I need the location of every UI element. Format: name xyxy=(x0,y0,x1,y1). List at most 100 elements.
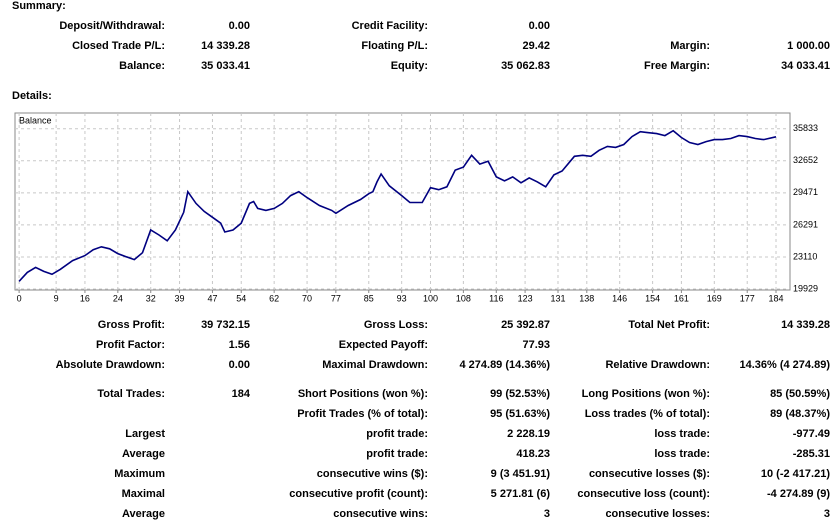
x-tick-label: 54 xyxy=(236,293,246,303)
label: Credit Facility: xyxy=(352,20,428,32)
x-tick-label: 138 xyxy=(579,293,594,303)
value: 29.42 xyxy=(522,40,550,52)
label: loss trade: xyxy=(654,428,710,440)
value: 14 339.28 xyxy=(201,40,250,52)
value: 77.93 xyxy=(522,339,550,351)
y-tick-label: 35833 xyxy=(793,123,818,133)
label: Maximal Drawdown: xyxy=(322,359,428,371)
x-tick-label: 47 xyxy=(207,293,217,303)
label: consecutive profit (count): xyxy=(289,488,428,500)
label: profit trade: xyxy=(366,448,428,460)
x-tick-label: 93 xyxy=(397,293,407,303)
label: Short Positions (won %): xyxy=(298,388,428,400)
value: -4 274.89 (9) xyxy=(767,488,830,500)
plot-frame xyxy=(14,112,791,291)
label: Relative Drawdown: xyxy=(605,359,710,371)
value: 85 (50.59%) xyxy=(770,388,830,400)
label: Average xyxy=(122,508,165,520)
summary-title: Summary: xyxy=(12,0,66,12)
value: 10 (-2 417.21) xyxy=(761,468,830,480)
y-tick-label: 29471 xyxy=(793,187,818,197)
label: consecutive losses ($): xyxy=(589,468,710,480)
x-tick-label: 108 xyxy=(456,293,471,303)
value: 89 (48.37%) xyxy=(770,408,830,420)
value: 99 (52.53%) xyxy=(490,388,550,400)
details-title: Details: xyxy=(12,90,52,102)
value: 34 033.41 xyxy=(781,60,830,72)
x-tick-label: 85 xyxy=(364,293,374,303)
label: consecutive wins ($): xyxy=(317,468,428,480)
value: 14 339.28 xyxy=(781,319,830,331)
y-tick-label: 19929 xyxy=(793,283,818,293)
value: 2 228.19 xyxy=(507,428,550,440)
label: consecutive losses: xyxy=(605,508,710,520)
value: 1.56 xyxy=(229,339,250,351)
y-tick-label: 32652 xyxy=(793,155,818,165)
value: 35 062.83 xyxy=(501,60,550,72)
label: Maximum xyxy=(114,468,165,480)
x-tick-label: 154 xyxy=(645,293,660,303)
x-tick-label: 146 xyxy=(612,293,627,303)
value: 9 (3 451.91) xyxy=(491,468,551,480)
value: -977.49 xyxy=(793,428,830,440)
value: 1 000.00 xyxy=(787,40,830,52)
x-tick-label: 32 xyxy=(146,293,156,303)
label: Total Trades: xyxy=(97,388,165,400)
label: consecutive loss (count): xyxy=(577,488,710,500)
x-tick-label: 161 xyxy=(674,293,689,303)
label: Expected Payoff: xyxy=(339,339,428,351)
label: Total Net Profit: xyxy=(628,319,710,331)
x-tick-label: 169 xyxy=(707,293,722,303)
value: 25 392.87 xyxy=(501,319,550,331)
value: 418.23 xyxy=(516,448,550,460)
x-tick-label: 123 xyxy=(518,293,533,303)
label: Equity: xyxy=(391,60,428,72)
value: 14.36% (4 274.89) xyxy=(739,359,830,371)
label: Average xyxy=(122,448,165,460)
label: Maximal xyxy=(122,488,165,500)
label: Deposit/Withdrawal: xyxy=(59,20,165,32)
x-tick-label: 16 xyxy=(80,293,90,303)
label: Closed Trade P/L: xyxy=(72,40,165,52)
value: 3 xyxy=(544,508,550,520)
label: Loss trades (% of total): xyxy=(585,408,710,420)
value: 0.00 xyxy=(229,20,250,32)
x-tick-label: 24 xyxy=(113,293,123,303)
x-tick-label: 70 xyxy=(302,293,312,303)
x-tick-label: 131 xyxy=(550,293,565,303)
label: Absolute Drawdown: xyxy=(56,359,165,371)
label: Margin: xyxy=(670,40,710,52)
value: -285.31 xyxy=(793,448,830,460)
value: 95 (51.63%) xyxy=(490,408,550,420)
y-tick-label: 23110 xyxy=(793,251,817,261)
x-tick-label: 62 xyxy=(269,293,279,303)
label: Largest xyxy=(125,428,165,440)
x-tick-label: 77 xyxy=(331,293,341,303)
value: 0.00 xyxy=(229,359,250,371)
value: 5 271.81 (6) xyxy=(491,488,551,500)
value: 35 033.41 xyxy=(201,60,250,72)
x-tick-label: 100 xyxy=(423,293,438,303)
label: consecutive wins: xyxy=(333,508,428,520)
label: Gross Loss: xyxy=(364,319,428,331)
y-tick-label: 26291 xyxy=(793,219,818,229)
label: Long Positions (won %): xyxy=(582,388,710,400)
label: loss trade: xyxy=(654,448,710,460)
label: Balance: xyxy=(119,60,165,72)
value: 4 274.89 (14.36%) xyxy=(459,359,550,371)
legend-label: Balance xyxy=(19,115,52,125)
label: Free Margin: xyxy=(644,60,710,72)
value: 3 xyxy=(824,508,830,520)
label: Profit Factor: xyxy=(96,339,165,351)
x-tick-label: 0 xyxy=(17,293,22,303)
x-tick-label: 116 xyxy=(489,293,503,303)
x-tick-label: 177 xyxy=(740,293,755,303)
label: Gross Profit: xyxy=(98,319,165,331)
value: 39 732.15 xyxy=(201,319,250,331)
x-tick-label: 39 xyxy=(175,293,185,303)
value: 184 xyxy=(232,388,251,400)
value: 0.00 xyxy=(529,20,550,32)
x-tick-label: 184 xyxy=(768,293,783,303)
